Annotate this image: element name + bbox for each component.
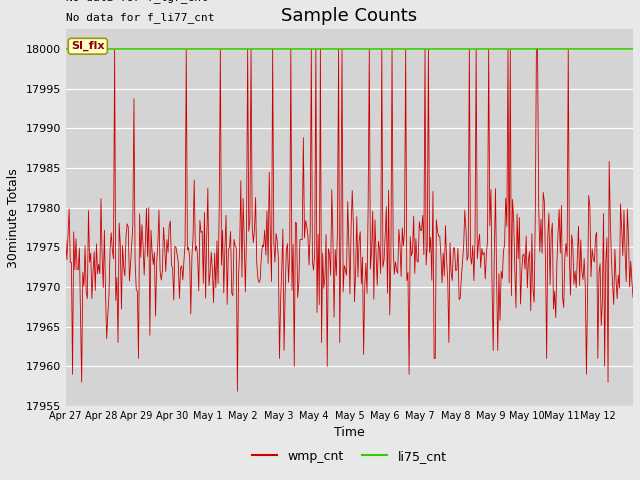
Text: No data for f_li77_cnt: No data for f_li77_cnt	[66, 12, 214, 23]
Y-axis label: 30minute Totals: 30minute Totals	[7, 168, 20, 267]
Title: Sample Counts: Sample Counts	[282, 7, 417, 25]
Text: No data for f_lgr_cnt: No data for f_lgr_cnt	[66, 0, 207, 3]
Legend: wmp_cnt, li75_cnt: wmp_cnt, li75_cnt	[248, 444, 451, 468]
X-axis label: Time: Time	[334, 426, 365, 440]
Text: SI_flx: SI_flx	[71, 41, 104, 51]
